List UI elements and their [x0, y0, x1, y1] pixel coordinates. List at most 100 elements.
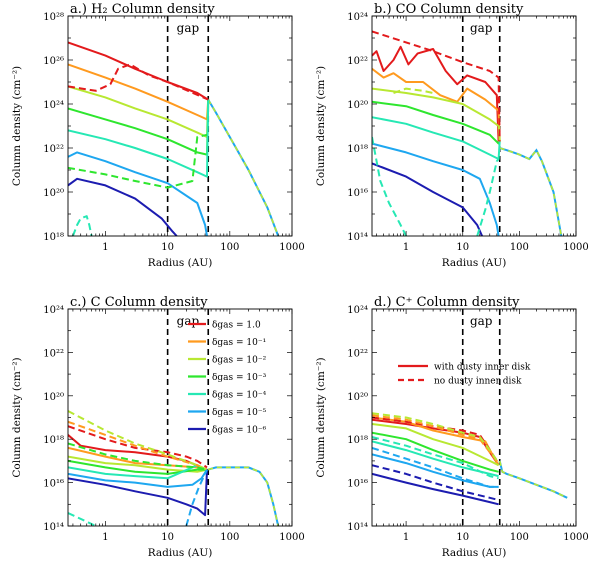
series-line-dashed-9 — [68, 410, 208, 471]
y-tick-label: 10²⁰ — [43, 392, 64, 403]
y-tick-label: 10¹⁴ — [347, 232, 368, 243]
y-tick-label: 10²⁴ — [43, 100, 64, 111]
series-line-solid-1 — [372, 416, 500, 466]
panel-title: b.) CO Column density — [374, 2, 524, 17]
series-line-dashed-9 — [372, 136, 407, 236]
series-line-dashed-12 — [372, 464, 499, 501]
y-tick-label: 10¹⁸ — [43, 435, 64, 446]
y-tick-label: 10²⁸ — [43, 12, 64, 23]
series-line-solid-5 — [372, 142, 500, 236]
y-axis-label: Column density (cm⁻²) — [315, 66, 327, 186]
series-line-solid-0 — [372, 45, 500, 142]
x-axis-label: Radius (AU) — [148, 547, 213, 559]
y-tick-label: 10²⁴ — [347, 305, 368, 316]
legend-label-dashed: no dusty inner disk — [434, 377, 522, 387]
panel-cplus: 1 10 100 1000 10¹⁴ 10¹⁶ 10¹⁸ 10²⁰ 10²² 10²⁴ Radius… — [315, 295, 589, 559]
panel-h2: 1 10 100 1000 10¹⁸ 10²⁰ 10²² 10²⁴ 10²⁶ 10²⁸ Radius… — [11, 2, 305, 269]
y-tick-label: 10²⁴ — [43, 305, 64, 316]
x-axis-label: Radius (AU) — [148, 257, 213, 269]
y-tick-label: 10²² — [43, 144, 64, 155]
panel-title: d.) C⁺ Column density — [374, 295, 520, 310]
series-line-dashed-11 — [68, 512, 97, 526]
plot-area — [372, 16, 563, 236]
x-tick-label: 1000 — [279, 242, 304, 253]
series-line-dashed-12 — [185, 469, 208, 526]
legend-label: δgas = 10⁻¹ — [212, 338, 266, 348]
series-line-solid-3 — [372, 100, 501, 145]
x-tick-label: 100 — [220, 242, 239, 253]
series-line-solid-5 — [68, 151, 208, 236]
y-tick-label: 10²⁰ — [347, 100, 368, 111]
outer-disk-profile — [498, 460, 568, 499]
y-tick-label: 10¹⁶ — [347, 479, 368, 490]
x-tick-label: 100 — [510, 532, 529, 543]
legend-label: δgas = 10⁻⁶ — [212, 426, 267, 436]
series-line-dashed-8 — [68, 133, 208, 189]
legend-label: δgas = 10⁻² — [212, 356, 267, 366]
y-axis-label: Column density (cm⁻²) — [315, 357, 327, 477]
legend-delta-gas: δgas = 1.0 δgas = 10⁻¹ δgas = 10⁻² δgas = 1… — [188, 321, 267, 436]
y-tick-label: 10¹⁴ — [43, 522, 64, 533]
x-tick-label: 10 — [161, 532, 174, 543]
x-tick-label: 1000 — [563, 242, 588, 253]
series-line-dashed-11 — [372, 446, 499, 488]
legend-label-solid: with dusty inner disk — [434, 363, 531, 373]
panel-c: 1 10 100 1000 10¹⁴ 10¹⁶ 10¹⁸ 10²⁰ 10²² 10²⁴ Radius… — [11, 295, 305, 559]
plot-area — [372, 309, 568, 526]
plot-area — [68, 309, 280, 526]
series-line-dashed-9 — [372, 412, 500, 464]
series-line-dashed-10 — [372, 436, 499, 480]
series-line-solid-5 — [68, 469, 208, 488]
series-line-solid-3 — [372, 431, 499, 473]
series-line-solid-6 — [372, 162, 484, 236]
y-tick-label: 10²⁰ — [43, 188, 64, 199]
series-line-solid-0 — [68, 41, 209, 101]
legend-label: δgas = 1.0 — [212, 321, 261, 331]
outer-disk-profile-dashed — [207, 99, 279, 236]
series-line-dashed-7 — [68, 63, 209, 101]
y-tick-label: 10²² — [347, 56, 368, 67]
x-tick-label: 1000 — [563, 532, 588, 543]
panel-co: 1 10 100 1000 10¹⁴ 10¹⁶ 10¹⁸ 10²⁰ 10²² 10²⁴ Radius… — [315, 2, 589, 269]
series-line-solid-3 — [68, 459, 207, 475]
legend-line-style: with dusty inner disk no dusty inner disk — [398, 363, 531, 387]
outer-disk-profile — [207, 466, 280, 526]
x-tick-label: 1 — [403, 242, 409, 253]
outer-disk-profile — [499, 147, 563, 236]
series-line-dashed-7 — [68, 425, 208, 469]
series-line-dashed-8 — [393, 87, 434, 94]
y-tick-label: 10²⁶ — [43, 56, 64, 67]
panel-title: a.) H₂ Column density — [70, 2, 215, 17]
gap-label: gap — [470, 21, 493, 35]
y-axis-label: Column density (cm⁻²) — [11, 357, 23, 477]
x-tick-label: 1 — [403, 532, 409, 543]
series-line-solid-4 — [68, 99, 210, 178]
outer-disk-profile-dashed — [207, 466, 279, 526]
y-tick-label: 10¹⁸ — [347, 144, 368, 155]
y-tick-label: 10¹⁶ — [347, 188, 368, 199]
series-line-dashed-10 — [68, 442, 208, 471]
x-tick-label: 1 — [102, 242, 108, 253]
x-tick-label: 1 — [102, 532, 108, 543]
y-tick-label: 10²⁴ — [347, 12, 368, 23]
series-line-solid-0 — [68, 434, 208, 471]
x-tick-label: 10 — [456, 532, 469, 543]
y-tick-label: 10²⁰ — [347, 392, 368, 403]
gap-label: gap — [177, 314, 200, 328]
y-tick-label: 10¹⁶ — [43, 479, 64, 490]
y-tick-label: 10¹⁸ — [43, 232, 64, 243]
y-tick-label: 10¹⁸ — [347, 435, 368, 446]
gap-label: gap — [177, 21, 200, 35]
legend-label: δgas = 10⁻³ — [212, 373, 267, 383]
x-axis-label: Radius (AU) — [442, 547, 507, 559]
y-tick-label: 10²² — [347, 348, 368, 359]
series-line-solid-1 — [372, 68, 501, 142]
legend-label: δgas = 10⁻⁵ — [212, 408, 267, 418]
series-line-dashed-9 — [71, 215, 93, 236]
series-line-dashed-8 — [68, 420, 208, 471]
series-line-solid-2 — [372, 87, 501, 142]
series-line-solid-6 — [68, 177, 178, 236]
series-line-dashed-7 — [372, 30, 501, 142]
y-tick-label: 10²² — [43, 348, 64, 359]
x-axis-label: Radius (AU) — [442, 257, 507, 269]
